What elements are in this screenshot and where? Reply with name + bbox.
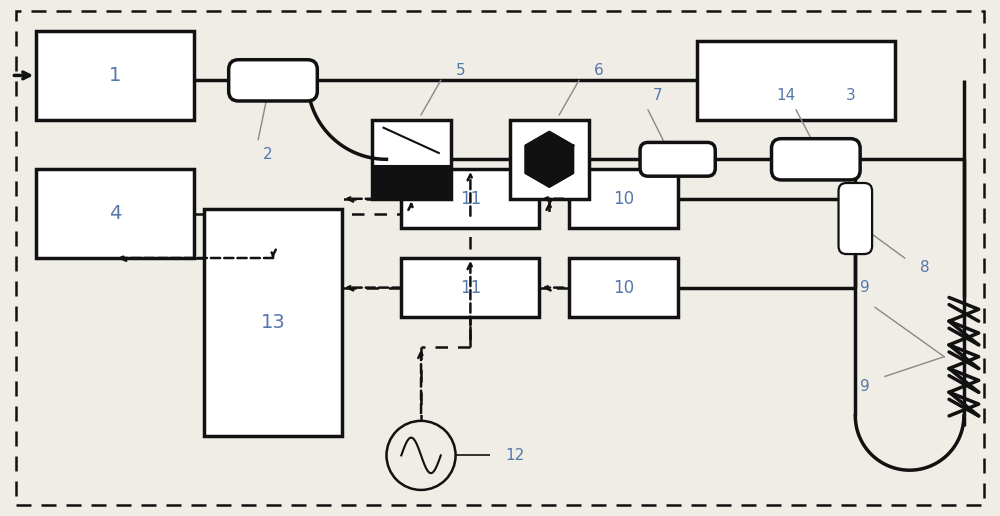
FancyBboxPatch shape xyxy=(36,169,194,258)
Text: 9: 9 xyxy=(860,379,870,394)
FancyBboxPatch shape xyxy=(372,166,451,199)
FancyBboxPatch shape xyxy=(569,169,678,229)
FancyBboxPatch shape xyxy=(510,120,589,199)
FancyBboxPatch shape xyxy=(772,139,860,180)
Text: 1: 1 xyxy=(109,66,121,85)
FancyBboxPatch shape xyxy=(36,31,194,120)
Text: 11: 11 xyxy=(460,279,481,297)
FancyBboxPatch shape xyxy=(229,60,317,101)
FancyBboxPatch shape xyxy=(401,258,539,317)
Text: 11: 11 xyxy=(460,190,481,208)
FancyBboxPatch shape xyxy=(204,208,342,436)
Text: 8: 8 xyxy=(920,261,929,276)
Text: 14: 14 xyxy=(777,88,796,103)
FancyBboxPatch shape xyxy=(372,120,451,199)
Text: 4: 4 xyxy=(109,204,121,223)
FancyBboxPatch shape xyxy=(839,183,872,254)
FancyBboxPatch shape xyxy=(640,142,715,176)
Text: 12: 12 xyxy=(505,448,524,463)
Polygon shape xyxy=(525,132,573,187)
FancyBboxPatch shape xyxy=(569,258,678,317)
Text: 7: 7 xyxy=(653,88,663,103)
Text: 10: 10 xyxy=(613,279,634,297)
Text: 2: 2 xyxy=(263,147,273,162)
Text: 10: 10 xyxy=(613,190,634,208)
Text: 5: 5 xyxy=(456,63,465,78)
Text: 9: 9 xyxy=(860,280,870,295)
Text: 6: 6 xyxy=(594,63,604,78)
FancyBboxPatch shape xyxy=(401,169,539,229)
Text: 3: 3 xyxy=(845,88,855,103)
Text: 13: 13 xyxy=(261,313,285,332)
FancyBboxPatch shape xyxy=(697,41,895,120)
